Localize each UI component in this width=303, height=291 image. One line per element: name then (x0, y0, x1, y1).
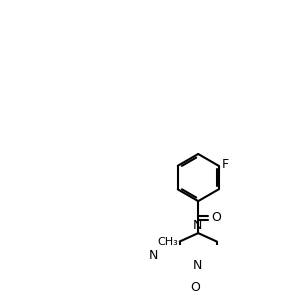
Text: F: F (222, 158, 229, 171)
Text: N: N (149, 249, 158, 262)
Text: O: O (212, 212, 221, 224)
Text: N: N (193, 259, 202, 272)
Text: N: N (193, 219, 202, 232)
Text: O: O (191, 281, 201, 291)
Text: CH₃: CH₃ (158, 237, 178, 246)
